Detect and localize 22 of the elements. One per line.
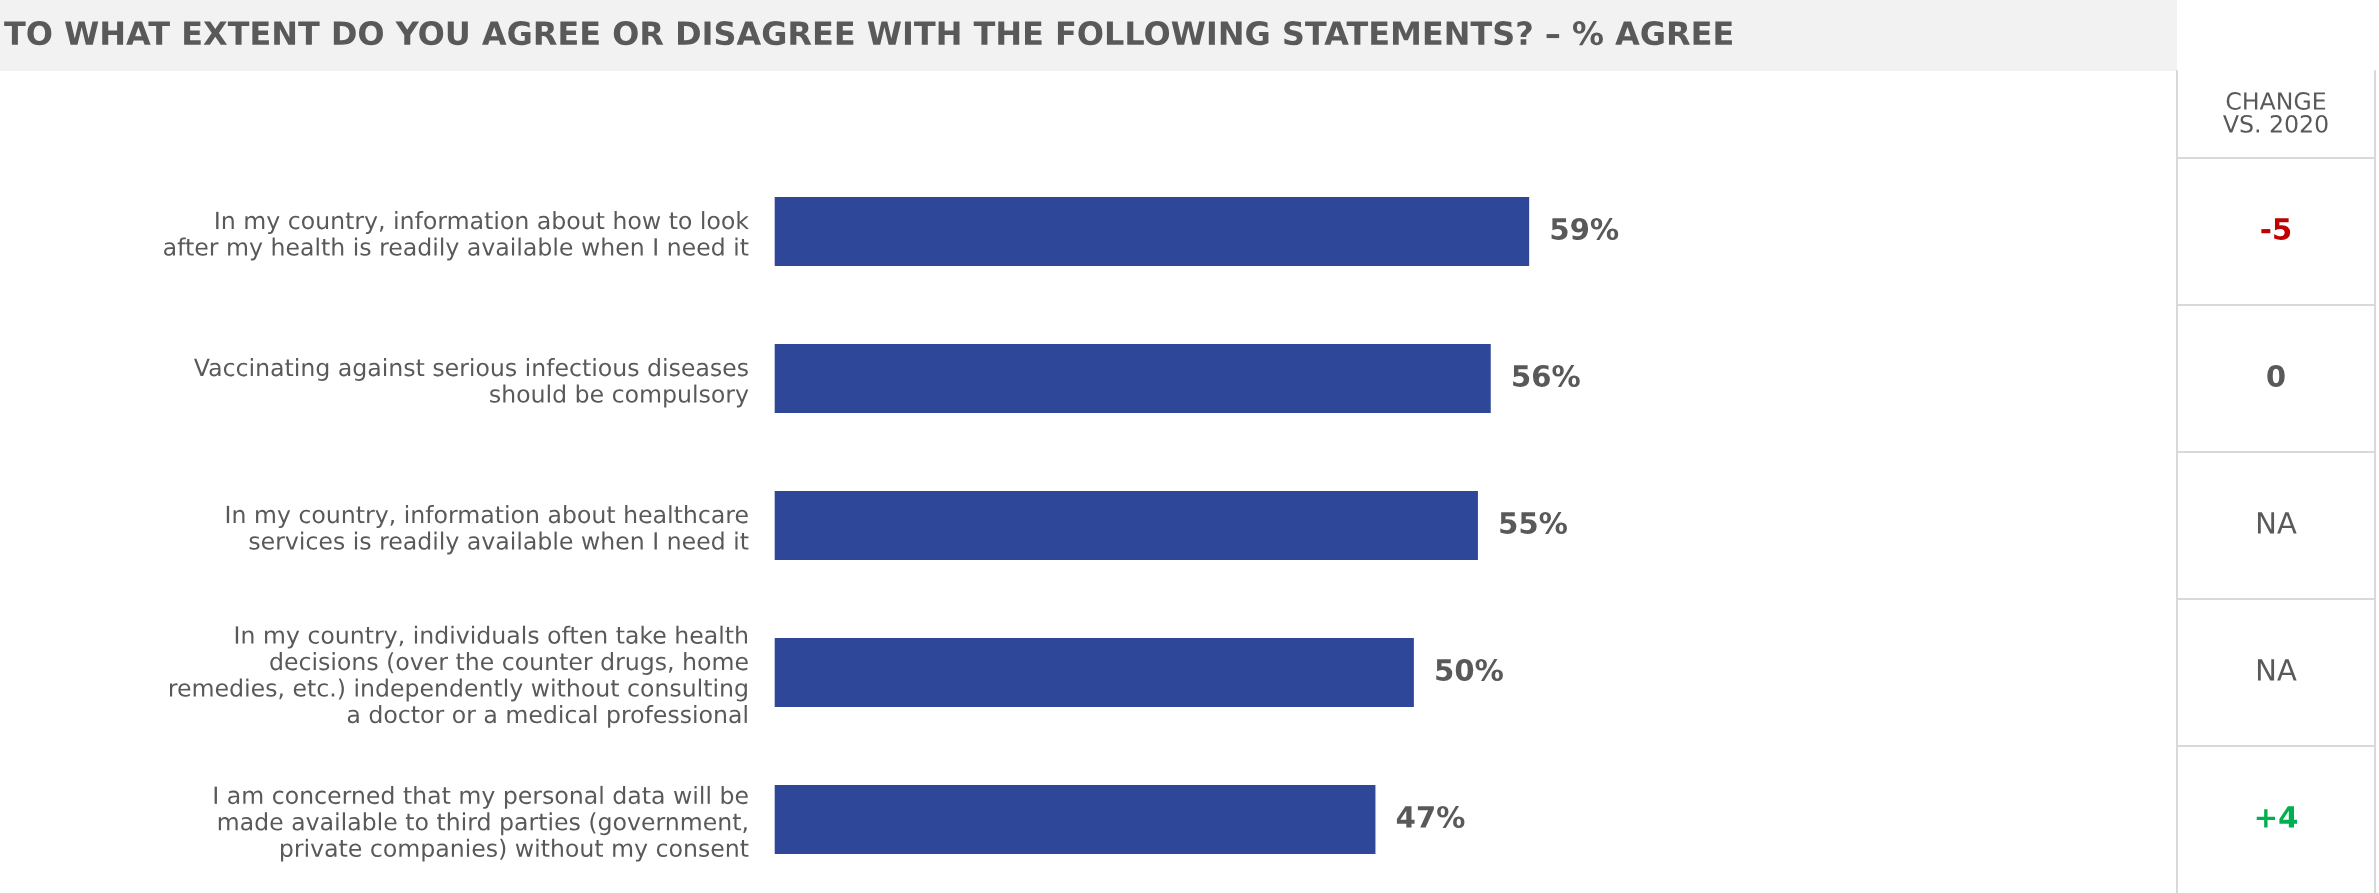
- bar: [774, 342, 1493, 415]
- data-label: 47%: [1396, 805, 1465, 828]
- y-tick-label: Vaccinating against serious infectious diseases should be compulsory: [194, 358, 749, 408]
- bar: [774, 195, 1531, 268]
- bar: [774, 636, 1416, 709]
- bar: [774, 489, 1480, 562]
- y-tick-label: I am concerned that my personal data will be made available to third parties (government, private companies) without my consent: [214, 785, 749, 862]
- data-label: 56%: [1513, 364, 1580, 387]
- text: NA: [2257, 512, 2297, 534]
- text: 0: [2267, 364, 2285, 387]
- data-label: 59%: [1551, 217, 1619, 240]
- text: -5: [2261, 218, 2291, 240]
- y-tick-label: In my country, individuals often take health decisions (over the counter drugs, home remedies, etc.) independently without consulting a doctor or a medical professional: [170, 625, 748, 728]
- bar: [774, 783, 1377, 856]
- chart-title: TO WHAT EXTENT DO YOU AGREE OR DISAGREE WITH THE FOLLOWING STATEMENTS? – % AGREE: [4, 21, 1732, 46]
- text: NA: [2257, 659, 2297, 681]
- data-label: 50%: [1436, 658, 1503, 681]
- text: CHANGE VS. 2020: [2223, 92, 2328, 133]
- text: +4: [2256, 806, 2298, 828]
- y-tick-label: In my country, information about healthcare services is readily available when I need it: [226, 505, 749, 555]
- data-label: 55%: [1500, 511, 1567, 534]
- y-tick-label: In my country, information about how to look after my health is readily available when I need it: [164, 211, 749, 261]
